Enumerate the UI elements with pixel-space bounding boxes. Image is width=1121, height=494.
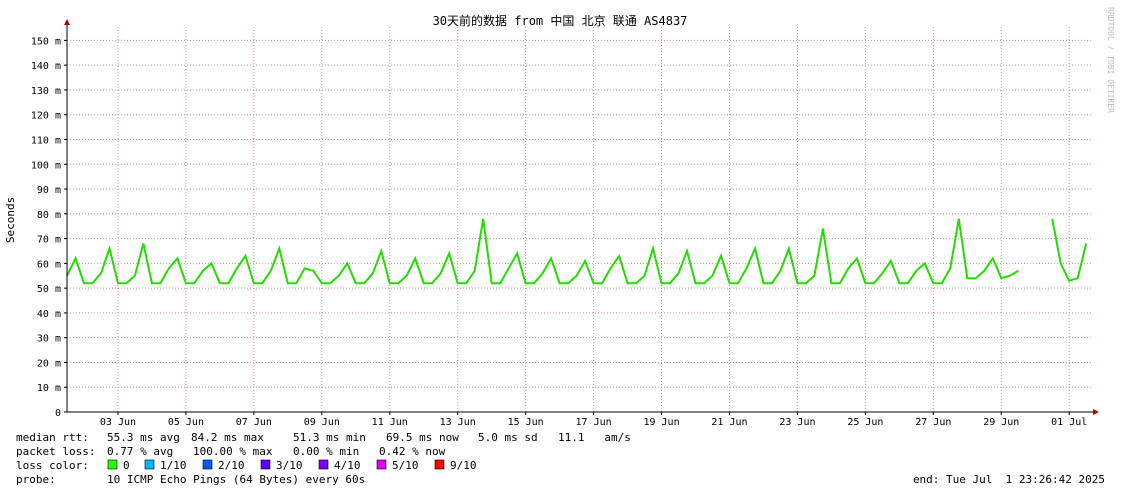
y-axis-label: Seconds xyxy=(4,197,17,243)
legend-swatch xyxy=(376,459,387,470)
legend-swatch xyxy=(318,459,329,470)
legend-item: 9/10 xyxy=(450,459,477,472)
axis-arrow xyxy=(1093,409,1099,415)
x-tick-label: 13 Jun xyxy=(440,417,476,428)
stat-value: 11.1 am/s xyxy=(558,431,631,444)
y-tick-label: 100 m xyxy=(31,160,61,171)
probe-text: 10 ICMP Echo Pings (64 Bytes) every 60s xyxy=(107,473,365,486)
x-tick-label: 11 Jun xyxy=(372,417,408,428)
x-tick-label: 19 Jun xyxy=(643,417,679,428)
stat-value: 100.00 % max xyxy=(193,445,273,458)
legend-swatch xyxy=(434,459,445,470)
x-tick-label: 27 Jun xyxy=(915,417,951,428)
axis-arrow xyxy=(64,19,70,25)
chart-title: 30天前的数据 from 中国 北京 联通 AS4837 xyxy=(433,13,688,28)
y-tick-label: 50 m xyxy=(37,284,61,295)
stat-value: 69.5 ms now xyxy=(386,431,459,444)
x-tick-label: 21 Jun xyxy=(711,417,747,428)
plot xyxy=(66,218,1088,285)
x-tick-label: 05 Jun xyxy=(168,417,204,428)
y-tick-label: 70 m xyxy=(37,235,61,246)
y-tick-label: 130 m xyxy=(31,86,61,97)
y-tick-label: 80 m xyxy=(37,210,61,221)
x-tick-label: 29 Jun xyxy=(983,417,1019,428)
stat-value: 51.3 ms min xyxy=(293,431,366,444)
y-tick-label: 90 m xyxy=(37,185,61,196)
y-tick-label: 20 m xyxy=(37,358,61,369)
x-tick-label: 25 Jun xyxy=(847,417,883,428)
grid: 0 10 m 20 m 30 m 40 m 50 m 60 m 70 m 80 m 90 m 100… xyxy=(31,27,1093,428)
x-tick-label: 03 Jun xyxy=(100,417,136,428)
end-time: end: Tue Jul 1 23:26:42 2025 xyxy=(913,473,1105,486)
x-tick-label: 17 Jun xyxy=(576,417,612,428)
stat-value: 0.77 % avg xyxy=(107,445,173,458)
x-tick-label: 23 Jun xyxy=(779,417,815,428)
stat-value: 55.3 ms avg xyxy=(107,431,180,444)
legend-swatch xyxy=(202,459,213,470)
y-tick-label: 30 m xyxy=(37,334,61,345)
y-tick-label: 0 xyxy=(55,408,61,419)
y-tick-label: 110 m xyxy=(31,135,61,146)
y-tick-label: 10 m xyxy=(37,383,61,394)
stat-value: 84.2 ms max xyxy=(191,431,264,444)
legend-swatch xyxy=(144,459,155,470)
legend-swatch xyxy=(107,459,118,470)
x-tick-label: 15 Jun xyxy=(508,417,544,428)
stat-label: median rtt: xyxy=(16,431,89,444)
x-tick-label: 09 Jun xyxy=(304,417,340,428)
y-tick-label: 60 m xyxy=(37,259,61,270)
legend-item: 3/10 xyxy=(276,459,303,472)
legend-item: 5/10 xyxy=(392,459,419,472)
legend-item: 0 xyxy=(123,459,130,472)
legend-item: 2/10 xyxy=(218,459,245,472)
y-tick-label: 40 m xyxy=(37,309,61,320)
stat-label: packet loss: xyxy=(16,445,95,458)
x-tick-label: 07 Jun xyxy=(236,417,272,428)
stat-value: 0.42 % now xyxy=(379,445,446,458)
y-tick-label: 150 m xyxy=(31,36,61,47)
legend-item: 4/10 xyxy=(334,459,361,472)
footer: median rtt: 55.3 ms avg 84.2 ms max 51.3 ms… xyxy=(16,431,1105,486)
y-tick-label: 140 m xyxy=(31,61,61,72)
y-tick-label: 120 m xyxy=(31,111,61,122)
legend-label: loss color: xyxy=(16,459,89,472)
probe-label: probe: xyxy=(16,473,56,486)
stat-value: 5.0 ms sd xyxy=(478,431,538,444)
stat-value: 0.00 % min xyxy=(293,445,359,458)
legend-item: 1/10 xyxy=(160,459,187,472)
watermark: RRDTOOL / TOBI OETIKER xyxy=(1106,7,1115,113)
median-line xyxy=(66,218,1088,285)
legend-swatch xyxy=(260,459,271,470)
x-tick-label: 01 Jul xyxy=(1051,417,1087,428)
